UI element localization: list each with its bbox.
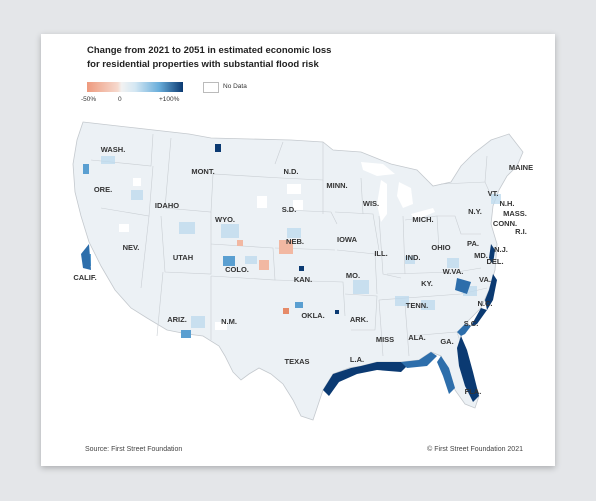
state-label: IDAHO (155, 201, 179, 210)
legend-color-scale (87, 82, 183, 92)
county-shading-light (101, 156, 501, 328)
lake-michigan (377, 180, 387, 222)
state-label: CALIF. (73, 273, 96, 282)
state-label: S.C. (464, 319, 479, 328)
coastal-high-increase (215, 144, 497, 402)
legend-max-label: +100% (159, 96, 180, 103)
state-label: ARIZ. (167, 315, 187, 324)
state-label: WIS. (363, 199, 379, 208)
state-label: N.Y. (468, 207, 482, 216)
state-label: WASH. (101, 145, 126, 154)
map-card: Change from 2021 to 2051 in estimated ec… (41, 34, 555, 466)
title-line-2: for residential properties with substant… (87, 59, 319, 70)
state-label: W.VA. (443, 267, 464, 276)
state-label: UTAH (173, 253, 193, 262)
state-label: ARK. (350, 315, 368, 324)
state-label: COLO. (225, 265, 249, 274)
state-label: CONN. (493, 219, 517, 228)
state-label: KAN. (294, 275, 312, 284)
us-flood-map: WASH. ORE. CALIF. NEV. IDAHO MONT. WYO. … (72, 121, 533, 421)
state-label: PA. (467, 239, 479, 248)
county-shading-decrease (237, 240, 293, 270)
lake-erie (411, 208, 435, 220)
state-label: GA. (440, 337, 453, 346)
state-label: DEL. (486, 257, 503, 266)
coastal-medium-increase (81, 244, 471, 394)
state-label: N.D. (284, 167, 299, 176)
state-label: N.H. (500, 199, 515, 208)
legend-nodata-label: No Data (223, 83, 247, 90)
state-label: MASS. (503, 209, 527, 218)
state-label: OKLA. (301, 311, 324, 320)
state-label: FLA. (465, 387, 482, 396)
state-label: WYO. (215, 215, 235, 224)
state-label: VA. (479, 275, 491, 284)
state-label: S.D. (282, 205, 297, 214)
state-label: VT. (488, 189, 499, 198)
source-note: Source: First Street Foundation (85, 446, 183, 453)
state-label: MICH. (412, 215, 433, 224)
title-line-1: Change from 2021 to 2051 in estimated ec… (87, 45, 332, 56)
state-label: ILL. (374, 249, 387, 258)
state-label: ORE. (94, 185, 112, 194)
copyright-note: © First Street Foundation 2021 (427, 446, 523, 453)
county-strong-decrease (283, 308, 289, 314)
state-label: NEV. (123, 243, 140, 252)
state-label: MD. (474, 251, 488, 260)
state-label: N.C. (478, 299, 493, 308)
state-label: OHIO (431, 243, 450, 252)
state-label: R.I. (515, 227, 527, 236)
state-label: TEXAS (284, 357, 309, 366)
state-label: MONT. (191, 167, 214, 176)
state-label: TENN. (406, 301, 429, 310)
state-label: MO. (346, 271, 360, 280)
state-label: MAINE (509, 163, 533, 172)
county-no-data (119, 178, 303, 330)
state-label: KY. (421, 279, 433, 288)
lake-superior (361, 162, 395, 176)
lake-huron (397, 182, 413, 208)
state-label: N.J. (494, 245, 508, 254)
legend-min-label: -50% (81, 96, 97, 103)
state-label: L.A. (350, 355, 364, 364)
state-label: ALA. (408, 333, 426, 342)
legend-nodata-swatch (203, 82, 219, 93)
map-title: Change from 2021 to 2051 in estimated ec… (87, 44, 507, 72)
state-label: NEB. (286, 237, 304, 246)
state-label: N.M. (221, 317, 237, 326)
state-label: MINN. (326, 181, 347, 190)
state-labels: WASH. ORE. CALIF. NEV. IDAHO MONT. WYO. … (73, 145, 533, 396)
state-label: IOWA (337, 235, 358, 244)
state-label: MISS (376, 335, 394, 344)
legend-mid-label: 0 (118, 96, 122, 103)
state-label: IND. (406, 253, 421, 262)
